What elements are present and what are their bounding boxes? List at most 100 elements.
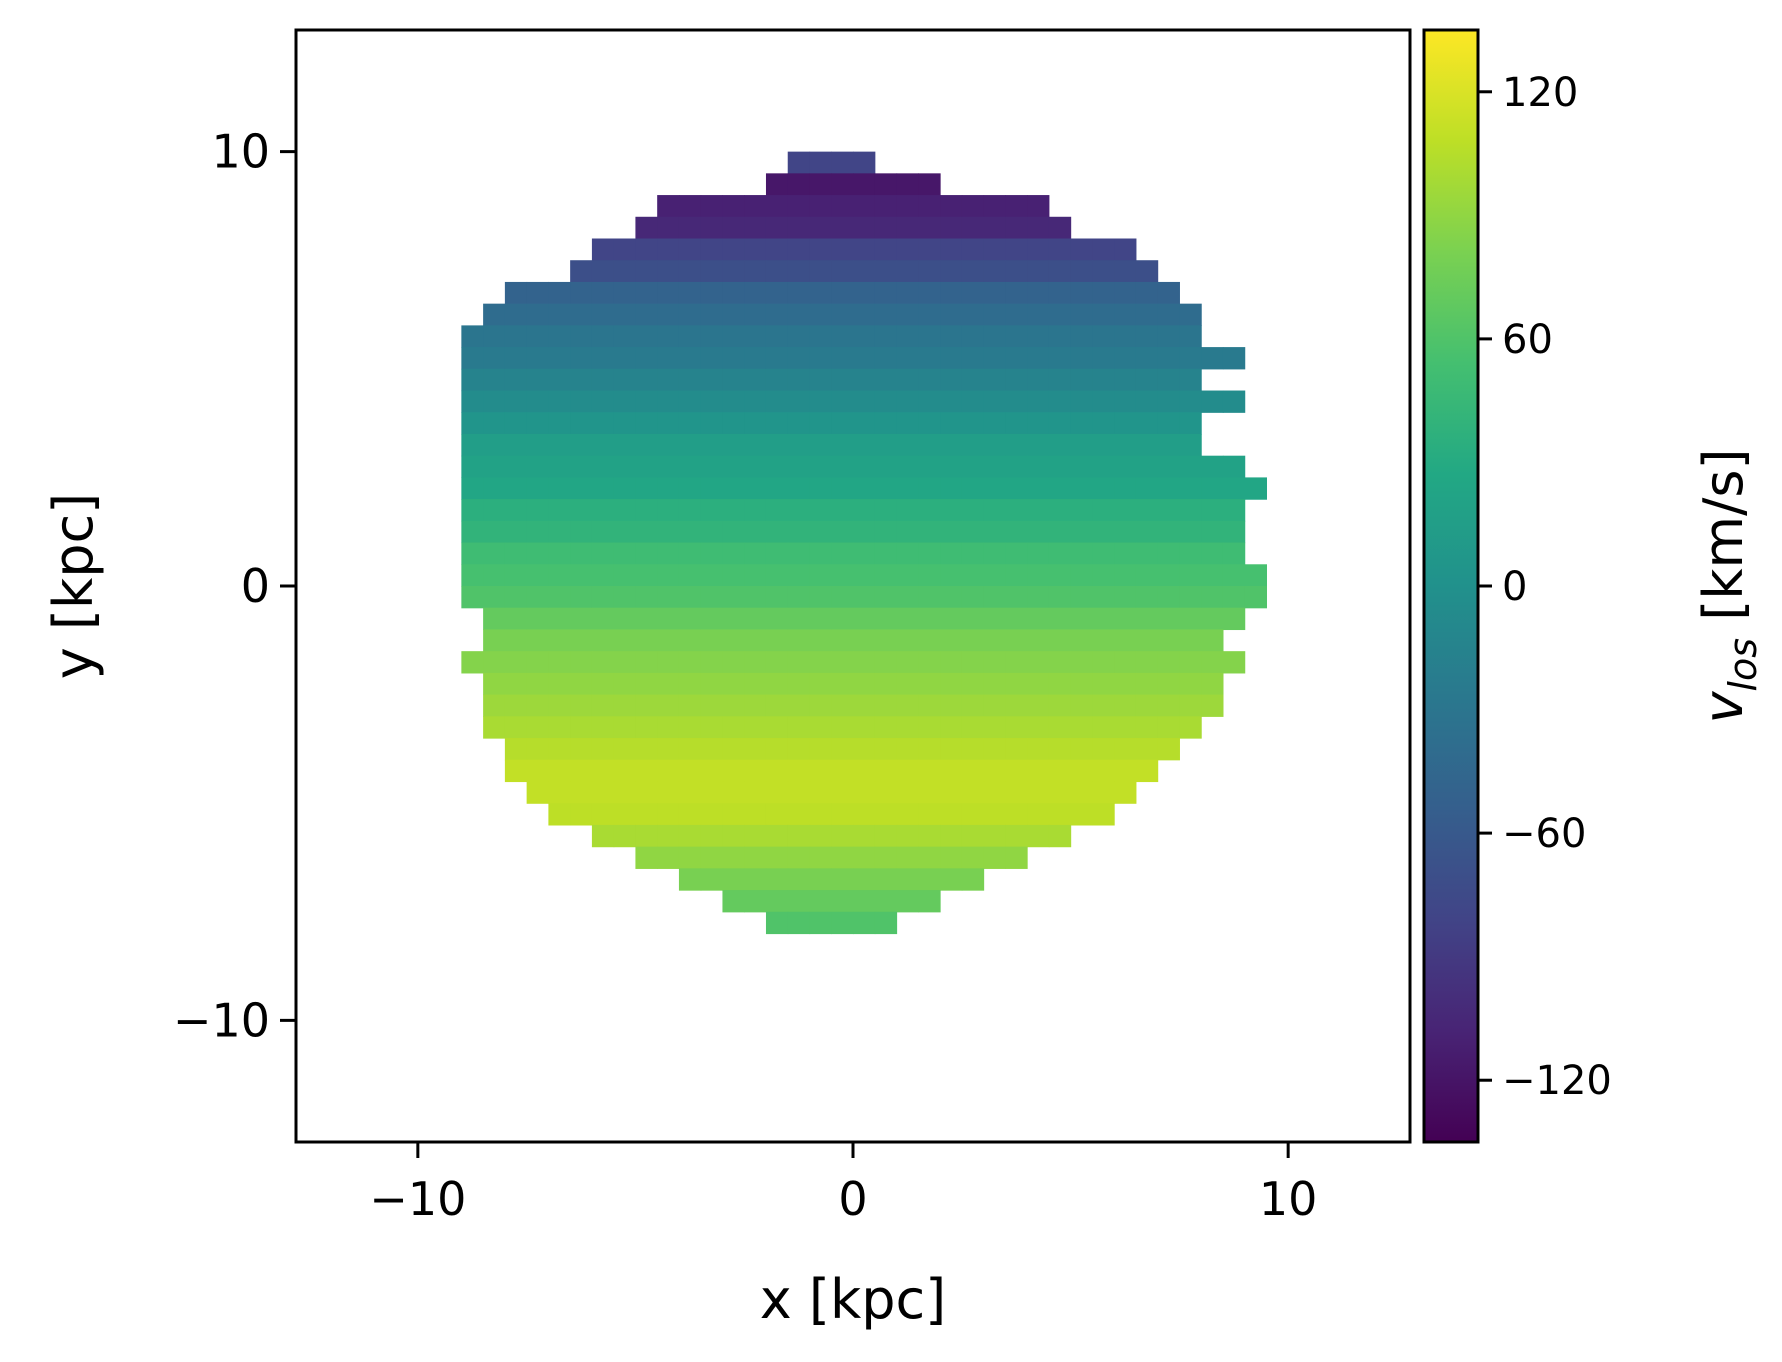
heatmap-cell — [961, 651, 985, 674]
heatmap-cell — [613, 520, 637, 544]
heatmap-cell — [1048, 455, 1072, 479]
heatmap-cell — [787, 238, 811, 261]
heatmap-cell — [1201, 499, 1224, 522]
heatmap-cell — [548, 455, 571, 479]
heatmap-cell — [940, 738, 963, 761]
heatmap-cell — [765, 716, 789, 739]
heatmap-cell — [918, 412, 941, 435]
heatmap-cell — [831, 347, 854, 370]
heatmap-cell — [853, 412, 876, 435]
heatmap-cell — [657, 195, 680, 218]
heatmap-cell — [570, 520, 593, 544]
heatmap-cell — [918, 586, 941, 609]
heatmap-cell — [765, 694, 789, 717]
heatmap-cell — [657, 238, 680, 261]
colorbar-label-main: v — [1692, 691, 1755, 724]
heatmap-cell — [831, 477, 854, 500]
heatmap-cell — [722, 368, 745, 392]
heatmap-cell — [1114, 716, 1137, 739]
heatmap-cell — [874, 520, 898, 544]
heatmap-cell — [613, 390, 637, 413]
heatmap-cell — [961, 216, 985, 240]
heatmap-cell — [983, 368, 1006, 392]
heatmap-cell — [1027, 325, 1050, 348]
heatmap-cell — [591, 390, 615, 413]
x-tick-label: 10 — [1259, 1172, 1318, 1226]
heatmap-cell — [591, 520, 615, 544]
heatmap-cell — [591, 607, 615, 631]
heatmap-cell — [483, 477, 506, 500]
heatmap-cell — [657, 716, 680, 739]
y-axis-label: y [kpc] — [42, 493, 105, 680]
heatmap-cell — [874, 824, 898, 848]
heatmap-cell — [831, 911, 854, 935]
heatmap-cell — [831, 651, 854, 674]
heatmap-cell — [1092, 716, 1115, 739]
heatmap-cell — [483, 564, 506, 587]
heatmap-cell — [1005, 781, 1028, 804]
heatmap-cell — [548, 803, 571, 826]
heatmap-cell — [504, 759, 528, 783]
heatmap-cell — [1179, 303, 1202, 326]
heatmap-cell — [1222, 651, 1246, 674]
heatmap-cell — [744, 412, 767, 435]
x-tick-label: −10 — [369, 1172, 466, 1226]
heatmap-cell — [831, 586, 854, 609]
heatmap-cell — [548, 412, 571, 435]
heatmap-cell — [983, 260, 1006, 283]
heatmap-cell — [918, 173, 941, 196]
heatmap-cell — [1048, 260, 1072, 283]
heatmap-cell — [787, 216, 811, 240]
heatmap-cell — [635, 412, 658, 435]
heatmap-cell — [874, 890, 898, 913]
heatmap-cell — [896, 586, 919, 609]
heatmap-cell — [1070, 455, 1093, 479]
heatmap-cell — [526, 564, 549, 587]
heatmap-cell — [1135, 455, 1159, 479]
heatmap-cell — [570, 803, 593, 826]
heatmap-cell — [831, 281, 854, 305]
heatmap-cell — [678, 281, 702, 305]
heatmap-cell — [570, 738, 593, 761]
heatmap-cell — [918, 390, 941, 413]
heatmap-cell — [700, 868, 724, 891]
heatmap-cell — [591, 238, 615, 261]
heatmap-cell — [722, 759, 745, 783]
heatmap-cell — [657, 325, 680, 348]
heatmap-cell — [1222, 607, 1246, 631]
heatmap-cell — [983, 803, 1006, 826]
heatmap-cell — [700, 564, 724, 587]
heatmap-cell — [874, 455, 898, 479]
heatmap-cell — [570, 694, 593, 717]
heatmap-cell — [678, 846, 702, 869]
heatmap-cell — [983, 455, 1006, 479]
heatmap-cell — [831, 672, 854, 696]
heatmap-cell — [896, 347, 919, 370]
heatmap-cell — [570, 586, 593, 609]
heatmap-cell — [613, 781, 637, 804]
heatmap-cell — [570, 412, 593, 435]
heatmap-cell — [1070, 303, 1093, 326]
heatmap-cell — [874, 738, 898, 761]
heatmap-cell — [853, 781, 876, 804]
heatmap-cell — [809, 738, 832, 761]
heatmap-cell — [1048, 520, 1072, 544]
heatmap-cell — [831, 846, 854, 869]
heatmap-cell — [1114, 672, 1137, 696]
heatmap-cell — [1027, 303, 1050, 326]
heatmap-cell — [896, 542, 919, 565]
heatmap-cell — [570, 303, 593, 326]
heatmap-cell — [526, 347, 549, 370]
heatmap-cell — [1179, 694, 1202, 717]
heatmap-cell — [700, 499, 724, 522]
heatmap-cell — [461, 433, 484, 457]
heatmap-cell — [635, 846, 658, 869]
heatmap-cell — [765, 911, 789, 935]
heatmap-cell — [1027, 607, 1050, 631]
heatmap-cell — [526, 499, 549, 522]
heatmap-cell — [1222, 347, 1246, 370]
heatmap-cell — [591, 542, 615, 565]
heatmap-cell — [940, 564, 963, 587]
heatmap-cell — [548, 629, 571, 652]
heatmap-cell — [918, 868, 941, 891]
